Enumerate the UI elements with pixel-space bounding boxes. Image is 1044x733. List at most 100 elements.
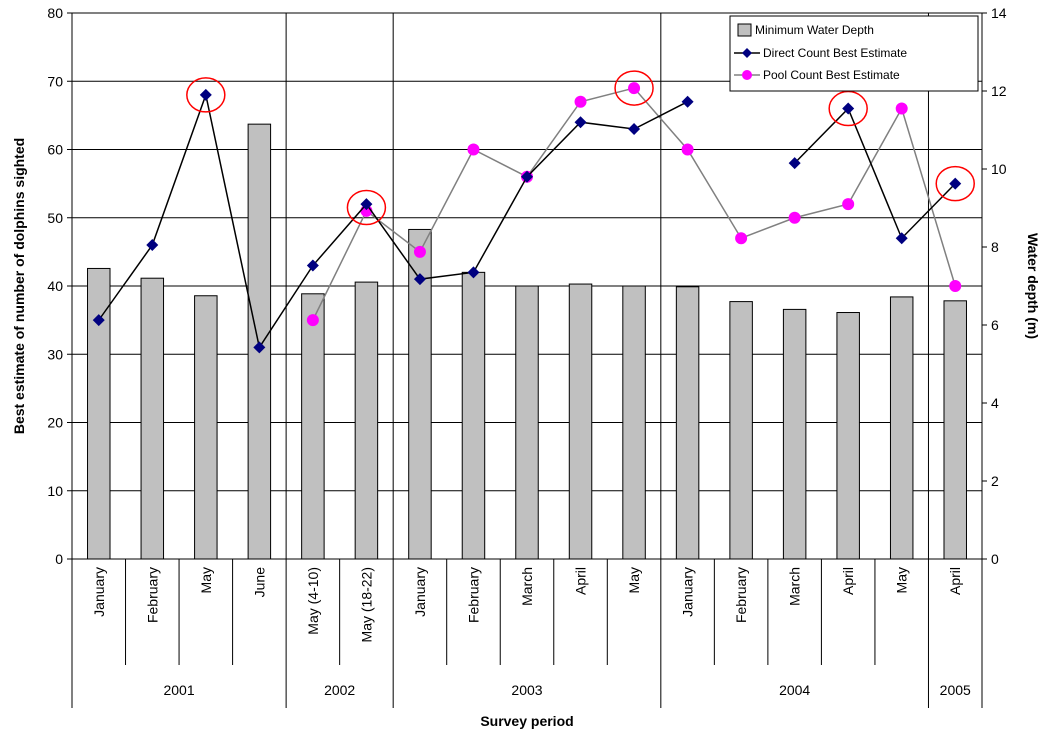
bar-15 [889,296,914,560]
series-2-point-16 [949,280,962,292]
year-label-0: 2001 [163,682,194,698]
left-tick-label-5: 50 [47,210,63,226]
series-2-point-9 [574,95,587,108]
category-label-10: May [626,567,642,593]
category-label-5: May (18-22) [358,567,374,642]
series-1-point-5 [360,198,373,211]
series-1-point-10 [628,123,641,136]
year-labels: 2001 2002 2003 2004 2005 [163,682,971,698]
bar-9 [568,283,593,560]
series-1-point-11 [681,95,694,108]
bars-group [87,123,967,560]
series-1-line-1 [794,107,956,240]
bar-14 [836,312,860,560]
category-label-0: January [91,567,107,617]
series-1-point-0 [92,314,105,327]
series-1-point-15 [895,232,908,245]
category-label-13: March [787,567,803,606]
right-tick-label-3: 6 [991,317,999,333]
right-axis-ticks: 0 2 4 6 8 10 12 14 [982,5,1007,567]
legend-box [729,15,979,92]
legend-label-pool: Pool Count Best Estimate [763,68,900,82]
category-label-8: March [519,567,535,606]
right-tick-label-0: 0 [991,551,999,567]
bar-7 [461,271,486,560]
right-tick-label-6: 12 [991,83,1007,99]
category-label-1: February [144,567,160,623]
legend-label-direct: Direct Count Best Estimate [763,46,907,60]
right-tick-label-2: 4 [991,395,999,411]
bar-16 [943,300,967,560]
highlight-circle-2 [614,70,654,106]
bar-4 [301,293,325,560]
year-label-3: 2004 [779,682,810,698]
left-tick-label-8: 80 [47,5,63,21]
left-tick-label-4: 40 [47,278,63,294]
category-label-3: June [251,567,267,598]
category-label-14: April [840,567,856,595]
left-tick-label-6: 60 [47,142,63,158]
category-labels: January February May June May (4-10) May (18-… [71,559,983,708]
y-axis-title: Best estimate of number of dolphins sigh… [11,138,27,434]
year-label-1: 2002 [324,682,355,698]
series-1-point-4 [306,259,319,272]
lines-group [92,82,962,354]
category-label-2: May [198,567,214,593]
bar-1 [140,277,165,560]
series-2-point-7 [467,143,480,156]
series-2-point-10 [628,82,641,95]
series-1-line-0 [98,92,688,350]
left-tick-label-7: 70 [47,73,63,89]
category-label-11: January [680,567,696,617]
category-label-7: February [465,567,481,623]
bar-5 [354,281,379,560]
series-1-point-2 [199,88,212,101]
series-2-point-13 [788,211,801,224]
right-tick-label-1: 2 [991,473,999,489]
legend: Minimum Water Depth Direct Count Best Es… [729,15,979,92]
series-2-point-15 [895,102,908,115]
bar-10 [622,285,646,560]
left-axis-ticks: 0 10 20 30 40 50 60 70 80 [47,5,72,567]
series-1-point-13 [788,157,801,170]
series-1-point-16 [949,177,962,190]
highlight-circle-4 [935,165,975,202]
series-1-point-14 [842,102,855,115]
year-label-2: 2003 [511,682,542,698]
bar-13 [782,308,807,560]
series-1-point-3 [253,341,266,354]
x-axis-title: Survey period [480,713,573,729]
bar-0 [87,267,111,560]
series-1-point-9 [574,116,587,129]
highlight-circle-3 [828,90,868,127]
highlight-circles [186,70,975,226]
right-tick-label-7: 14 [991,5,1007,21]
category-label-9: April [573,567,589,595]
highlight-circle-0 [186,77,226,113]
bar-2 [194,295,218,560]
left-tick-label-2: 20 [47,415,63,431]
category-label-4: May (4-10) [305,567,321,635]
category-label-15: May [894,567,910,593]
right-tick-label-4: 8 [991,239,999,255]
series-1-point-7 [467,266,480,279]
series-2-point-11 [681,143,694,156]
category-label-6: January [412,567,428,617]
bar-12 [729,301,753,560]
y2-axis-title: Water depth (m) [1025,233,1041,339]
year-label-4: 2005 [940,682,971,698]
series-2-point-14 [842,198,855,211]
bar-8 [515,285,539,560]
category-label-12: February [733,567,749,623]
series-2-point-6 [413,245,426,258]
left-tick-label-3: 30 [47,346,63,362]
series-2-point-4 [306,314,319,327]
left-tick-label-0: 0 [55,551,63,567]
legend-swatch-pool-marker [742,70,752,80]
series-1-point-6 [413,273,426,286]
legend-label-bar: Minimum Water Depth [755,23,874,37]
legend-swatch-bar [737,23,752,37]
series-1-point-8 [521,170,533,183]
bar-11 [675,286,700,560]
